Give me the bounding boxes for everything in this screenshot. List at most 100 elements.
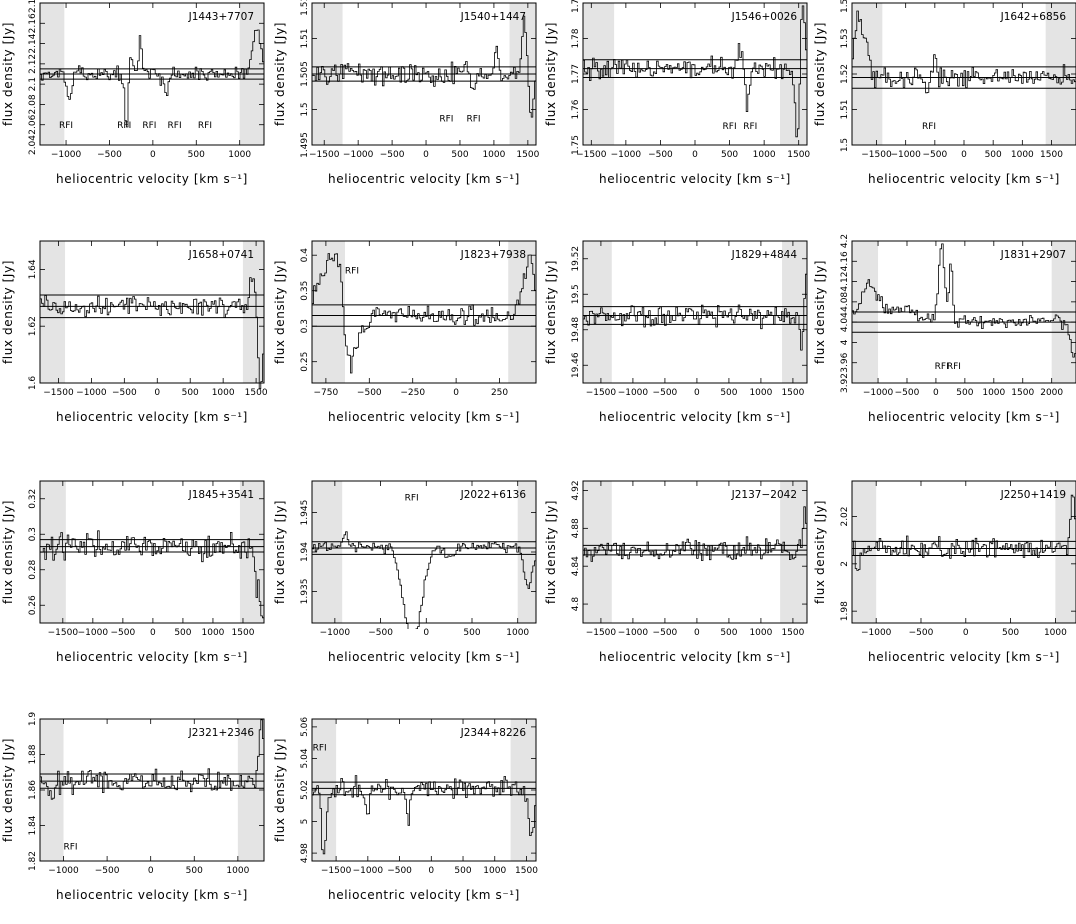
y-tick-label: 4.84 [571, 556, 581, 576]
x-tick-label: 500 [451, 150, 468, 160]
x-axis-label: heliocentric velocity [km s⁻¹] [56, 650, 248, 664]
spectrum-plot: −1000 −500 0 500 1000 2.042.062.08 2.1 2.122.14… [1, 0, 265, 186]
y-tick-label: 19.48 [571, 317, 581, 343]
y-axis-label: flux density [Jy] [1, 22, 15, 126]
spectrum-panel-j1642+6856: −1500 −1000 −500 0 500 1000 1500 1.5 1.51 1.52 1.5… [812, 0, 1076, 208]
panel-title: J2344+8226 [460, 727, 527, 739]
y-tick-label: 4.2 [840, 234, 850, 248]
x-tick-label: −1000 [51, 150, 82, 160]
y-axis-label: flux density [Jy] [544, 260, 558, 364]
y-tick-label: 1.78 [571, 28, 581, 48]
y-axis-label: flux density [Jy] [813, 500, 827, 604]
x-tick-label: −500 [909, 628, 934, 638]
spectrum-trace [583, 5, 807, 138]
excluded-region [40, 719, 64, 861]
rfi-annotation: RFI [117, 121, 131, 131]
x-tick-label: −1500 [586, 388, 617, 398]
y-tick-label: 4.8 [571, 597, 581, 612]
y-axis-label: flux density [Jy] [1, 738, 15, 842]
spectrum-panel-j1546+0026: −1500 −1000 −500 0 500 1000 1500 1.75 1.76 1.77 1.… [543, 0, 810, 208]
y-tick-label: 0.25 [300, 352, 310, 372]
rfi-annotation: RFI [935, 362, 949, 372]
panel-title: J1642+6856 [1000, 11, 1067, 23]
x-tick-label: 0 [963, 628, 969, 638]
x-tick-label: 500 [454, 866, 471, 876]
panel-title: J1845+3541 [188, 489, 254, 501]
spectrum-plot: −1500 −1000 −500 0 500 1000 1500 1.495 1.5 1.505 1… [273, 0, 540, 186]
plot-frame [582, 240, 808, 384]
x-tick-label: −1000 [618, 628, 649, 638]
y-tick-label: 1.54 [840, 0, 850, 13]
x-tick-label: −500 [380, 150, 405, 160]
y-tick-label: 0.3 [300, 319, 310, 333]
x-tick-label: 500 [720, 388, 737, 398]
rfi-annotation: RFI [168, 121, 182, 131]
excluded-region [583, 241, 612, 383]
y-axis-label: flux density [Jy] [273, 22, 287, 126]
x-tick-label: −500 [648, 150, 673, 160]
plot-frame [39, 2, 265, 146]
spectrum-trace [312, 253, 536, 374]
x-tick-label: −1500 [321, 866, 352, 876]
x-tick-label: 1500 [245, 388, 268, 398]
x-tick-label: −1500 [576, 150, 607, 160]
y-tick-label: 1.76 [571, 99, 581, 119]
x-tick-label: 1000 [212, 388, 235, 398]
spectrum-trace [583, 506, 807, 562]
y-axis-label: flux density [Jy] [273, 500, 287, 604]
x-axis-label: heliocentric velocity [km s⁻¹] [599, 650, 791, 664]
y-tick-label: 2.04 [28, 135, 38, 155]
x-tick-label: 1000 [482, 150, 505, 160]
rfi-annotation: RFI [467, 115, 481, 125]
excluded-region [780, 481, 807, 623]
y-tick-label: 1.51 [840, 99, 850, 119]
y-tick-label: 5.04 [300, 748, 310, 768]
plot-frame [582, 480, 808, 624]
y-tick-label: 1.51 [300, 28, 310, 48]
spectrum-plot: −1500 −1000 −500 0 500 1000 1500 0.26 0.28 0.3 0.3… [1, 480, 265, 664]
spectrum-trace [312, 15, 536, 118]
x-tick-label: 0 [694, 628, 700, 638]
y-tick-label: 5.02 [300, 780, 310, 800]
x-axis-label: heliocentric velocity [km s⁻¹] [868, 650, 1060, 664]
plot-frame [39, 480, 265, 624]
x-axis-label: heliocentric velocity [km s⁻¹] [599, 410, 791, 424]
spectrum-trace [40, 530, 264, 619]
panel-title: J1658+0741 [188, 249, 254, 261]
x-tick-label: 0 [150, 150, 156, 160]
x-tick-label: 1000 [1044, 628, 1067, 638]
y-tick-label: 1.94 [300, 542, 310, 562]
rfi-annotation: RFI [198, 121, 212, 131]
y-tick-label: 1.5 [840, 138, 850, 152]
y-tick-label: 1.62 [28, 316, 38, 336]
x-tick-label: −500 [922, 150, 947, 160]
y-tick-label: 19.46 [571, 352, 581, 378]
panel-title: J1823+7938 [460, 249, 526, 261]
y-axis-label: flux density [Jy] [813, 260, 827, 364]
x-tick-label: −250 [400, 388, 425, 398]
spectrum-panel-j2321+2346: −1000 −500 0 500 1000 1.82 1.84 1.86 1.88 1.9 RFI J… [0, 712, 266, 924]
x-tick-label: 500 [721, 150, 738, 160]
x-tick-label: −1000 [890, 150, 921, 160]
x-tick-label: −1000 [861, 628, 892, 638]
x-tick-label: 1000 [749, 628, 772, 638]
y-tick-label: 4.08 [840, 292, 850, 312]
y-tick-label: 4.88 [571, 518, 581, 538]
spectrum-panel-j1829+4844: −1500 −1000 −500 0 500 1000 1500 19.46 19.48 19.5… [543, 240, 809, 446]
y-tick-label: 0.3 [28, 527, 38, 541]
spectrum-panel-j1845+3541: −1500 −1000 −500 0 500 1000 1500 0.26 0.28 0.3 0.3… [0, 480, 266, 686]
spectrum-plot: −1500 −1000 −500 0 500 1000 1500 4.98 5 5.02 5.04 5… [273, 717, 538, 902]
x-tick-label: −1500 [309, 150, 340, 160]
spectrum-trace [583, 273, 807, 351]
y-tick-label: 1.53 [840, 28, 850, 48]
y-tick-label: 0.32 [28, 489, 38, 509]
y-axis-label: flux density [Jy] [273, 738, 287, 842]
panel-title: J2250+1419 [1000, 489, 1066, 501]
x-tick-label: 1000 [202, 628, 225, 638]
x-tick-label: −1000 [320, 628, 351, 638]
y-tick-label: 1.935 [300, 579, 310, 605]
spectrum-trace [312, 531, 536, 629]
spectrum-panel-j1443+7707: −1000 −500 0 500 1000 2.04 2.06 2.08 2.1 2.12 2.14… [0, 0, 266, 208]
y-tick-label: 1.84 [28, 815, 38, 835]
spectrum-trace [40, 277, 264, 389]
